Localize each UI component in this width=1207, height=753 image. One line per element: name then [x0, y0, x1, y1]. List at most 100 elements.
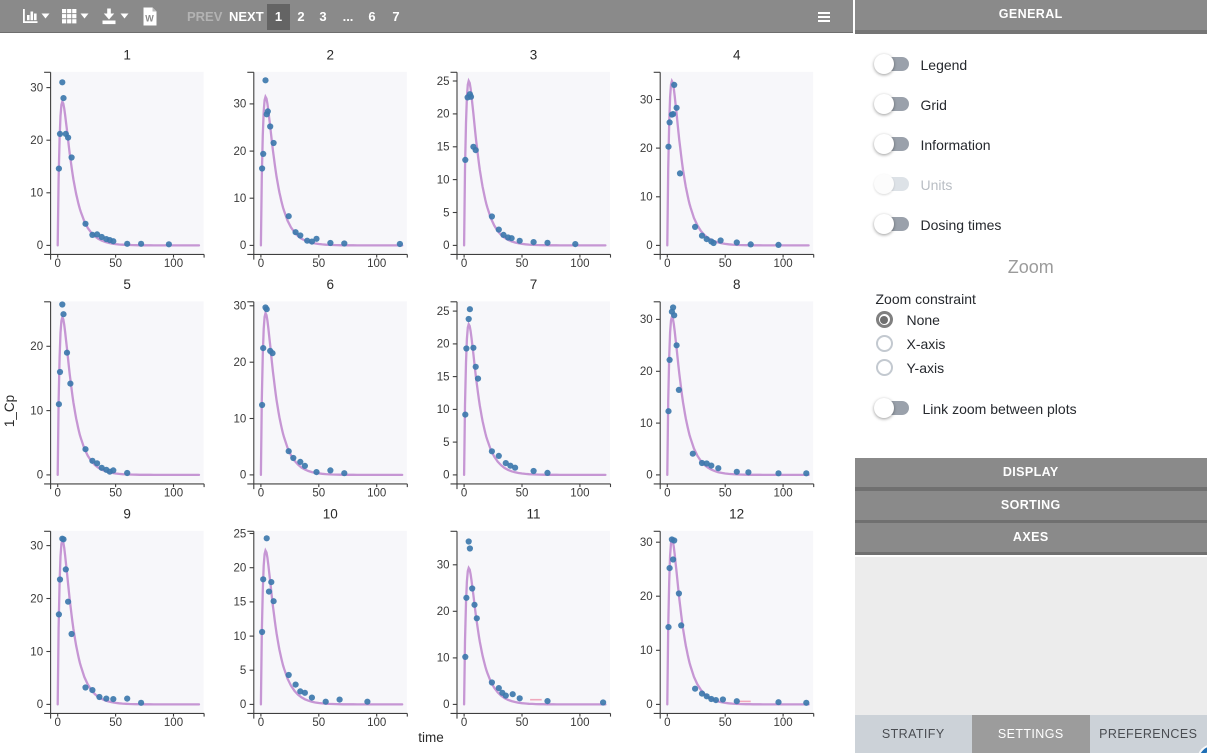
- svg-text:0: 0: [37, 240, 43, 252]
- svg-text:20: 20: [640, 366, 653, 378]
- svg-text:50: 50: [719, 717, 732, 729]
- svg-text:0: 0: [646, 240, 652, 252]
- svg-text:0: 0: [240, 699, 246, 711]
- svg-text:0: 0: [664, 488, 670, 500]
- svg-text:11: 11: [526, 507, 540, 522]
- svg-text:50: 50: [719, 258, 732, 270]
- svg-text:0: 0: [443, 470, 449, 482]
- svg-text:3: 3: [530, 48, 538, 63]
- svg-text:10: 10: [437, 174, 450, 186]
- svg-text:1_Cp: 1_Cp: [2, 395, 17, 427]
- svg-text:10: 10: [30, 405, 43, 417]
- svg-text:6: 6: [327, 277, 335, 292]
- svg-text:0: 0: [461, 258, 467, 270]
- svg-text:5: 5: [443, 437, 449, 449]
- svg-text:1: 1: [123, 48, 131, 63]
- svg-text:100: 100: [570, 488, 589, 500]
- svg-text:0: 0: [664, 717, 670, 729]
- svg-text:9: 9: [123, 507, 131, 522]
- svg-text:20: 20: [234, 146, 247, 158]
- svg-text:30: 30: [640, 314, 653, 326]
- svg-text:50: 50: [516, 488, 529, 500]
- svg-text:25: 25: [437, 76, 450, 88]
- svg-text:10: 10: [437, 653, 450, 665]
- svg-text:5: 5: [240, 665, 246, 677]
- svg-text:10: 10: [437, 404, 450, 416]
- svg-text:0: 0: [461, 488, 467, 500]
- svg-text:25: 25: [437, 306, 450, 318]
- svg-text:time: time: [418, 730, 444, 745]
- svg-text:30: 30: [640, 94, 653, 106]
- svg-text:0: 0: [240, 470, 246, 482]
- svg-text:20: 20: [640, 143, 653, 155]
- svg-text:8: 8: [733, 277, 741, 292]
- svg-text:0: 0: [258, 717, 264, 729]
- svg-text:20: 20: [437, 109, 450, 121]
- svg-text:0: 0: [54, 717, 60, 729]
- svg-text:10: 10: [234, 193, 247, 205]
- svg-text:30: 30: [640, 537, 653, 549]
- svg-text:20: 20: [437, 339, 450, 351]
- svg-text:5: 5: [443, 207, 449, 219]
- svg-text:10: 10: [30, 646, 43, 658]
- svg-text:20: 20: [30, 593, 43, 605]
- svg-text:30: 30: [30, 82, 43, 94]
- svg-text:15: 15: [437, 371, 450, 383]
- svg-text:100: 100: [774, 717, 793, 729]
- svg-text:10: 10: [640, 645, 653, 657]
- svg-text:50: 50: [312, 717, 325, 729]
- svg-text:0: 0: [37, 699, 43, 711]
- svg-text:10: 10: [640, 192, 653, 204]
- svg-text:100: 100: [570, 717, 589, 729]
- svg-text:20: 20: [30, 135, 43, 147]
- svg-text:100: 100: [774, 258, 793, 270]
- svg-text:0: 0: [443, 240, 449, 252]
- svg-text:0: 0: [54, 258, 60, 270]
- svg-text:0: 0: [461, 717, 467, 729]
- svg-text:15: 15: [437, 142, 450, 154]
- svg-text:30: 30: [234, 99, 247, 111]
- svg-text:W: W: [145, 14, 154, 24]
- svg-text:100: 100: [570, 258, 589, 270]
- svg-text:30: 30: [437, 560, 450, 572]
- svg-text:10: 10: [234, 413, 247, 425]
- svg-text:0: 0: [37, 470, 43, 482]
- svg-text:50: 50: [109, 488, 122, 500]
- svg-text:100: 100: [367, 717, 386, 729]
- svg-text:50: 50: [516, 717, 529, 729]
- svg-text:50: 50: [312, 258, 325, 270]
- svg-text:10: 10: [640, 418, 653, 430]
- svg-text:100: 100: [367, 488, 386, 500]
- svg-text:30: 30: [30, 540, 43, 552]
- svg-text:0: 0: [443, 699, 449, 711]
- svg-text:4: 4: [733, 48, 741, 63]
- svg-text:20: 20: [437, 606, 450, 618]
- svg-text:50: 50: [312, 488, 325, 500]
- svg-text:20: 20: [30, 341, 43, 353]
- svg-text:0: 0: [258, 258, 264, 270]
- svg-text:10: 10: [30, 188, 43, 200]
- svg-text:0: 0: [54, 488, 60, 500]
- svg-text:12: 12: [729, 507, 744, 522]
- svg-text:25: 25: [234, 528, 247, 540]
- svg-text:15: 15: [234, 597, 247, 609]
- svg-text:5: 5: [123, 277, 131, 292]
- svg-text:0: 0: [258, 488, 264, 500]
- svg-text:0: 0: [664, 258, 670, 270]
- svg-text:100: 100: [164, 717, 183, 729]
- svg-text:30: 30: [234, 301, 247, 313]
- svg-text:20: 20: [234, 357, 247, 369]
- svg-text:10: 10: [234, 631, 247, 643]
- svg-text:100: 100: [164, 258, 183, 270]
- svg-text:50: 50: [109, 258, 122, 270]
- svg-text:100: 100: [164, 488, 183, 500]
- svg-text:20: 20: [234, 563, 247, 575]
- svg-text:50: 50: [516, 258, 529, 270]
- svg-text:0: 0: [646, 470, 652, 482]
- svg-text:7: 7: [530, 277, 538, 292]
- svg-text:0: 0: [240, 240, 246, 252]
- svg-text:50: 50: [109, 717, 122, 729]
- svg-text:100: 100: [367, 258, 386, 270]
- svg-text:20: 20: [640, 591, 653, 603]
- svg-text:2: 2: [327, 48, 335, 63]
